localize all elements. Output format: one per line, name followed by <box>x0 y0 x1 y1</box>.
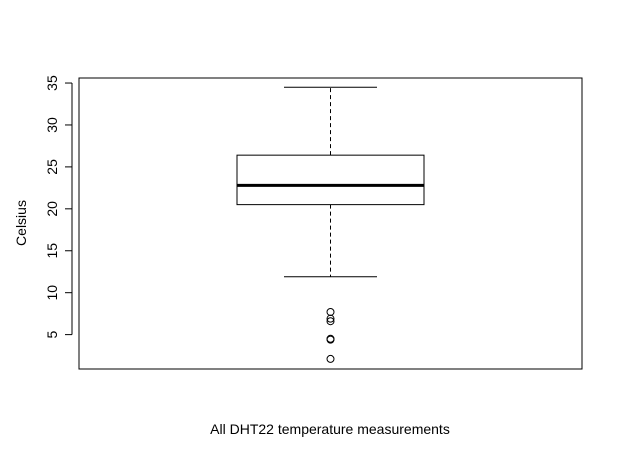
x-axis-label: All DHT22 temperature measurements <box>210 421 450 437</box>
plot-frame <box>78 77 583 370</box>
y-axis: 5 10 15 20 25 30 35 <box>44 75 73 339</box>
outlier-point <box>326 317 335 326</box>
y-tick-label: 15 <box>44 243 60 259</box>
y-tick-label: 5 <box>44 331 60 339</box>
outlier-point <box>326 314 335 323</box>
y-tick-label: 30 <box>44 117 60 133</box>
y-axis-label: Celsius <box>13 200 29 246</box>
y-tick-label: 10 <box>44 285 60 301</box>
outlier-point <box>326 354 335 363</box>
y-tick-label: 35 <box>44 75 60 91</box>
iqr-box <box>236 154 425 206</box>
y-tick-label: 20 <box>44 201 60 217</box>
outlier-point <box>326 335 335 344</box>
box-group <box>236 86 425 363</box>
outlier-point <box>326 307 335 316</box>
y-tick-label: 25 <box>44 159 60 175</box>
